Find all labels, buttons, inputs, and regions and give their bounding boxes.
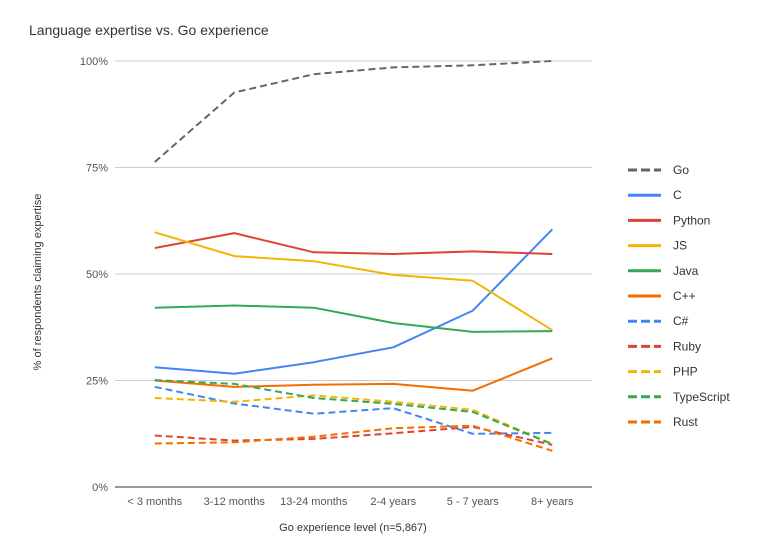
legend-label: C++ — [673, 289, 696, 303]
x-tick-label: 13-24 months — [280, 496, 348, 508]
y-tick-label: 100% — [80, 56, 108, 68]
x-tick-label: 3-12 months — [204, 496, 266, 508]
series-line-js — [154, 231, 553, 332]
series-line-rust — [154, 424, 553, 452]
gridlines — [115, 60, 592, 488]
legend-label: Python — [673, 213, 710, 227]
series-line-c — [154, 228, 554, 375]
legend-item-c[interactable]: C — [628, 188, 682, 202]
series-lines — [154, 60, 554, 452]
x-tick-label: 2-4 years — [370, 496, 416, 508]
legend-label: C — [673, 188, 682, 202]
legend-label: JS — [673, 239, 687, 253]
legend-label: Rust — [673, 415, 698, 429]
series-line-csharp — [154, 385, 553, 435]
legend-label: C# — [673, 314, 689, 328]
x-tick-label: 5 - 7 years — [447, 496, 499, 508]
legend-label: Java — [673, 264, 699, 278]
y-axis-title: % of respondents claiming expertise — [32, 194, 44, 371]
legend-item-java[interactable]: Java — [628, 264, 699, 278]
legend-item-ruby[interactable]: Ruby — [628, 339, 701, 353]
series-line-python — [154, 232, 553, 255]
y-axis-ticks: 0% 25% 50% 75% 100% — [80, 56, 108, 494]
y-tick-label: 75% — [86, 163, 108, 175]
legend-item-python[interactable]: Python — [628, 213, 710, 227]
legend-item-js[interactable]: JS — [628, 239, 687, 253]
legend-item-typescript[interactable]: TypeScript — [628, 390, 730, 404]
x-tick-label: < 3 months — [127, 496, 182, 508]
series-line-cpp — [154, 357, 553, 392]
legend-label: TypeScript — [673, 390, 730, 404]
y-tick-label: 0% — [92, 482, 108, 494]
legend-item-csharp[interactable]: C# — [628, 314, 689, 328]
x-axis-ticks: < 3 months 3-12 months 13-24 months 2-4 yea… — [127, 496, 574, 508]
legend-label: PHP — [673, 365, 698, 379]
y-tick-label: 25% — [86, 376, 108, 388]
y-tick-label: 50% — [86, 269, 108, 281]
series-line-php — [154, 394, 553, 445]
legend-label: Ruby — [673, 339, 701, 353]
x-tick-label: 8+ years — [531, 496, 574, 508]
series-line-go — [154, 60, 553, 163]
legend-item-php[interactable]: PHP — [628, 365, 698, 379]
chart-title: Language expertise vs. Go experience — [29, 22, 269, 38]
series-line-typescript — [154, 379, 553, 445]
legend-item-go[interactable]: Go — [628, 163, 689, 177]
series-line-java — [154, 304, 553, 333]
legend[interactable]: Go C Python JS Java C++ C# Ruby PHP TypeScript Rus… — [628, 163, 730, 429]
legend-item-cpp[interactable]: C++ — [628, 289, 696, 303]
legend-label: Go — [673, 163, 689, 177]
legend-item-rust[interactable]: Rust — [628, 415, 698, 429]
x-axis-title: Go experience level (n=5,867) — [279, 522, 427, 534]
